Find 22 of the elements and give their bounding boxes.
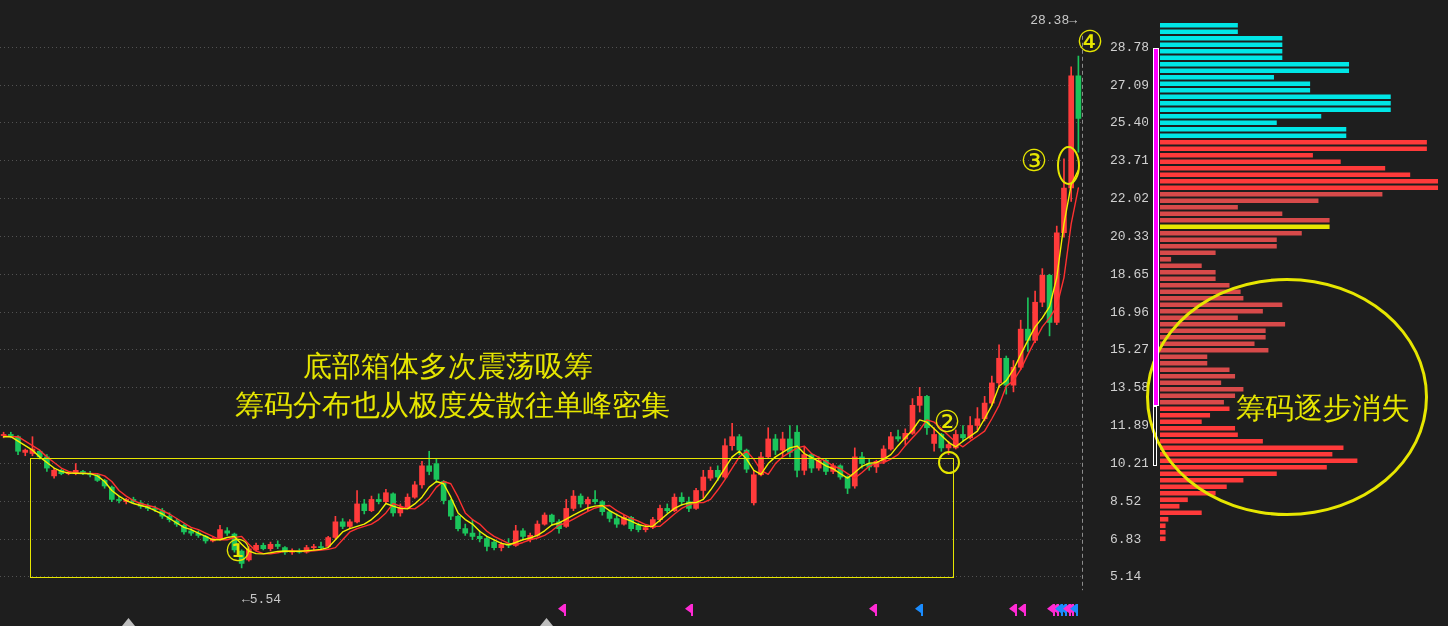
annotation: 底部箱体多次震荡吸筹 <box>303 348 593 383</box>
y-tick-label: 28.78 <box>1110 39 1150 55</box>
y-tick-label: 11.89 <box>1110 418 1150 434</box>
y-tick-label: 5.14 <box>1110 569 1142 585</box>
annotation: ③ <box>1020 142 1048 178</box>
y-tick-label: 6.83 <box>1110 531 1142 547</box>
text: 28.38→ <box>1030 13 1078 29</box>
annotation: ② <box>933 403 961 439</box>
y-tick-label: 18.65 <box>1110 266 1150 282</box>
annotation: ④ <box>1076 23 1104 59</box>
y-tick-label: 20.33 <box>1110 229 1150 245</box>
y-tick-label: 27.09 <box>1110 77 1150 93</box>
y-tick-label: 22.02 <box>1110 191 1150 207</box>
y-tick-label: 16.96 <box>1110 304 1150 320</box>
y-tick-label: 23.71 <box>1110 153 1150 169</box>
y-tick-label: 10.21 <box>1110 455 1150 471</box>
y-tick-label: 15.27 <box>1110 342 1150 358</box>
y-tick-label: 8.52 <box>1110 493 1142 509</box>
text: ←5.54 <box>242 592 282 608</box>
y-tick-label: 25.40 <box>1110 115 1150 131</box>
annotation: 筹码分布也从极度发散往单峰密集 <box>234 387 670 422</box>
annotation: 筹码逐步消失 <box>1236 390 1410 425</box>
